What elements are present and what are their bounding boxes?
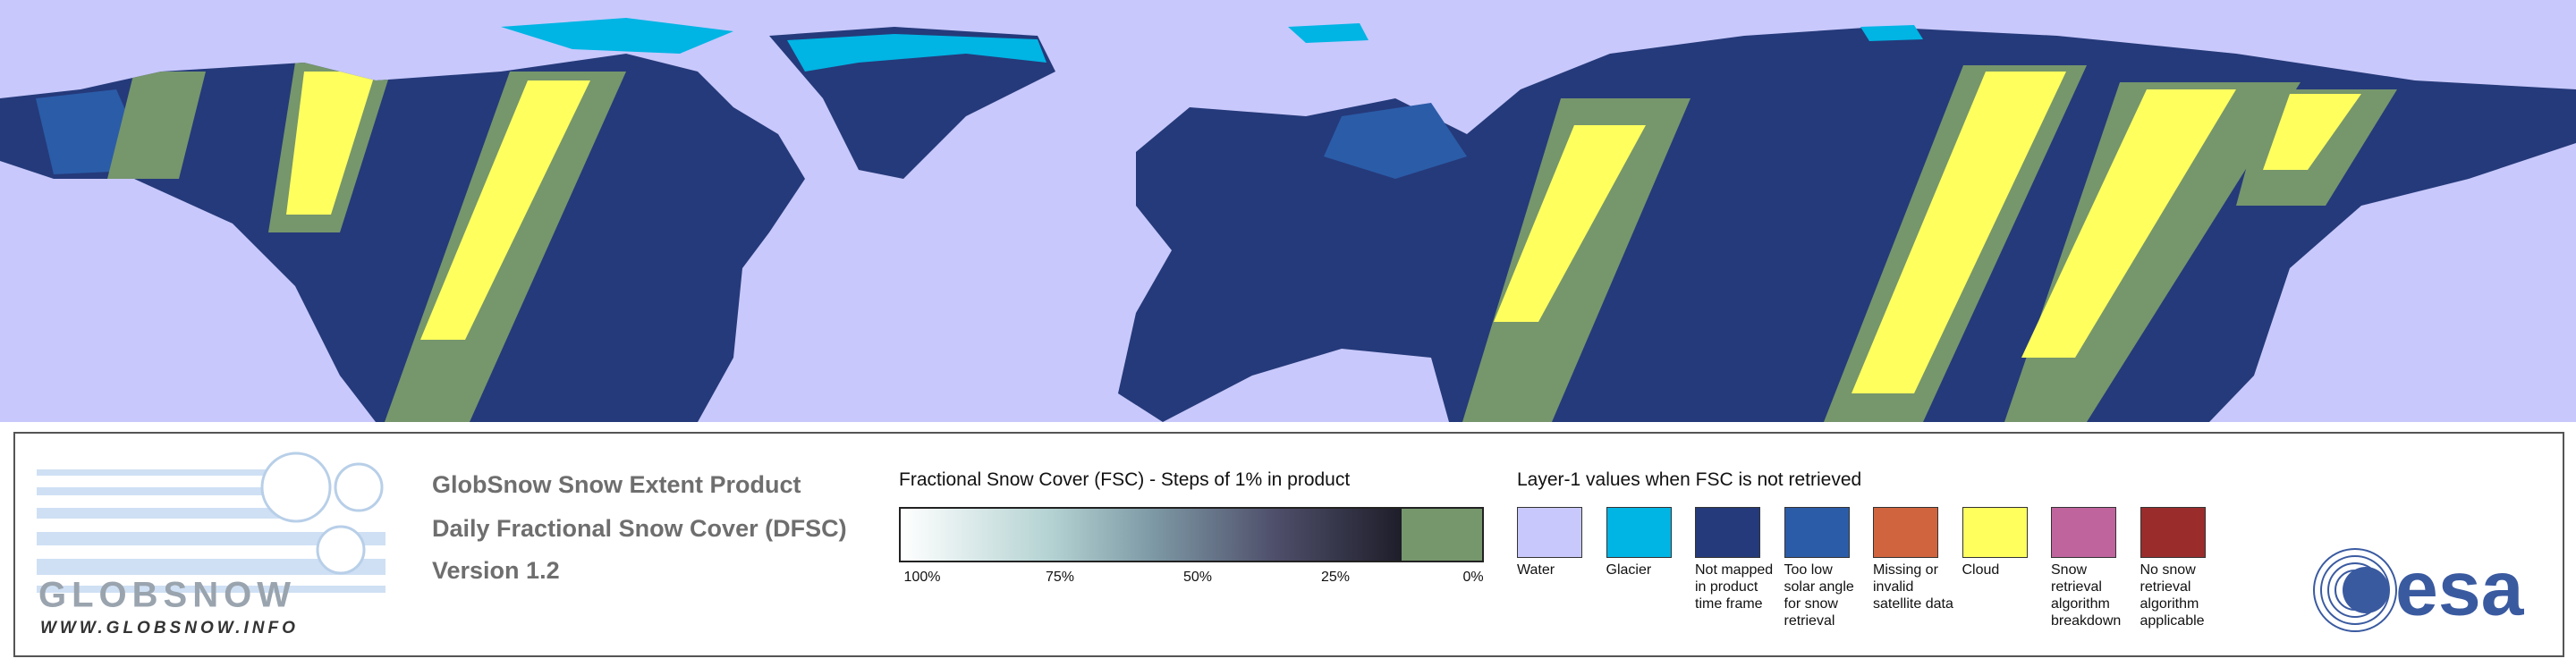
legend-label: Snow retrieval algorithm breakdown: [2051, 562, 2122, 629]
logo-url: WWW.GLOBSNOW.INFO: [40, 619, 299, 637]
legend-swatch: [1784, 507, 1850, 558]
legend-label: Cloud: [1962, 562, 2000, 578]
product-title: GlobSnow Snow Extent Product: [432, 471, 801, 498]
fsc-tick-label: 100%: [903, 570, 941, 585]
legend-label: Missing or invalid satellite data: [1873, 562, 1953, 612]
esa-text: esa: [2395, 546, 2525, 632]
legend-label: Too low solar angle for snow retrieval: [1784, 562, 1854, 629]
layer1-title: Layer-1 values when FSC is not retrieved: [1517, 469, 1862, 490]
fsc-tick-label: 25%: [1320, 570, 1351, 585]
fsc-tick-label: 0%: [1462, 570, 1484, 585]
snow-map: [0, 0, 2576, 422]
legend-swatch: [2051, 507, 2116, 558]
product-subtitle: Daily Fractional Snow Cover (DFSC): [432, 515, 847, 542]
glacier: [501, 18, 1923, 72]
fsc-colorbar: [899, 507, 1403, 562]
esa-logo: esa: [2313, 546, 2525, 632]
legend-label: Not mapped in product time frame: [1695, 562, 1774, 612]
fsc-tick-label: 50%: [1182, 570, 1213, 585]
fsc-zero: [1402, 507, 1484, 562]
fsc-title: Fractional Snow Cover (FSC) - Steps of 1…: [899, 469, 1351, 490]
legend-label: Glacier: [1606, 562, 1652, 578]
logo-name: GLOBSNOW: [38, 576, 296, 615]
legend-swatch: [1962, 507, 2028, 558]
legend-panel: GLOBSNOW WWW.GLOBSNOW.INFO GlobSnow Snow…: [13, 432, 2564, 657]
legend-swatch: [1695, 507, 1760, 558]
globsnow-logo: GLOBSNOW WWW.GLOBSNOW.INFO: [37, 452, 386, 637]
fsc-tick-label: 75%: [1045, 570, 1075, 585]
legend-label: Water: [1517, 562, 1555, 578]
legend-swatch: [1873, 507, 1938, 558]
legend-label: No snow retrieval algorithm applicable: [2140, 562, 2205, 629]
legend-swatch: [2140, 507, 2206, 558]
legend-swatch: [1517, 507, 1582, 558]
swaths: [107, 63, 2397, 422]
product-version: Version 1.2: [432, 557, 560, 584]
legend-swatch: [1606, 507, 1672, 558]
